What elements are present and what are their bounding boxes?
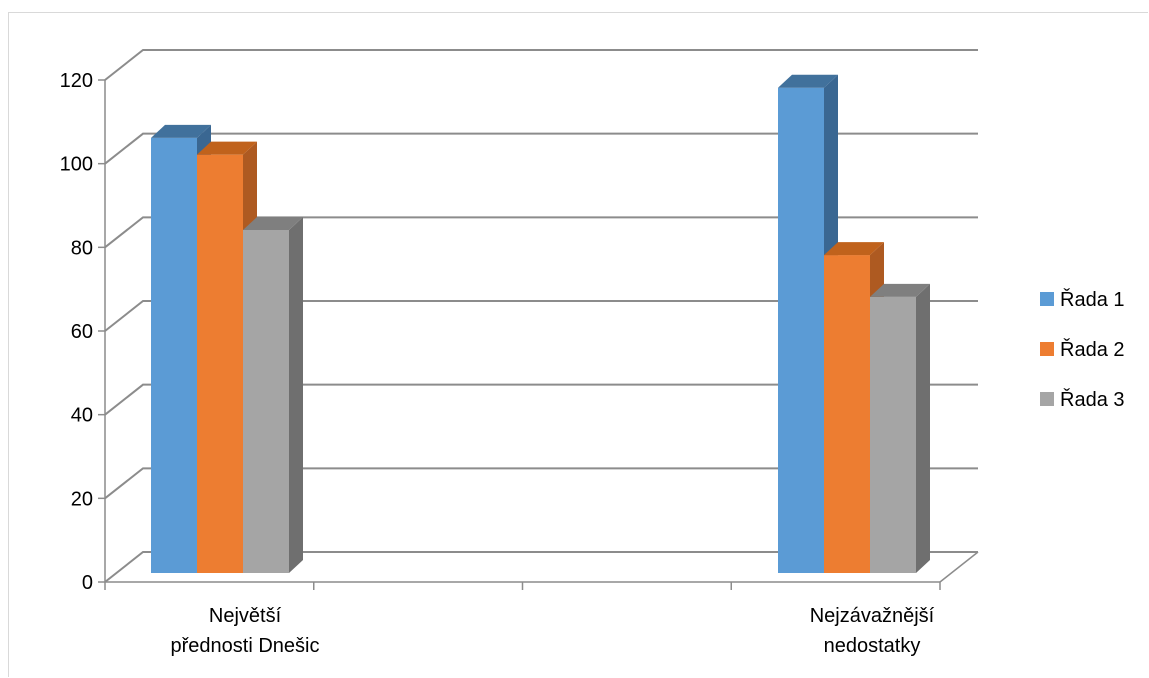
gridline-60 [104,300,978,332]
category-label: Nejzávažnější [810,605,935,627]
legend-swatch [1040,392,1054,406]
bar-top [778,74,838,88]
legend-label: Řada 2 [1060,338,1125,361]
y-tick-label: 80 [71,237,93,259]
bar-front [243,229,289,573]
bar-top [824,242,884,256]
chart-frame [8,12,1148,677]
bar-top [197,141,257,155]
y-tick-label: 0 [82,572,93,594]
gridline-100 [104,132,978,165]
legend-swatch [1040,342,1054,356]
category-label: nedostatky [824,635,921,657]
gridline-0 [104,551,978,583]
y-tick-label: 100 [60,154,93,176]
bar-top [870,283,930,297]
gridlines [104,49,978,583]
bar-top [151,124,211,138]
legend-swatch [1040,292,1054,306]
floor-right-edge [939,551,979,583]
bar-front [778,87,824,573]
gridline-120 [104,49,978,81]
y-tick-label: 120 [60,70,93,92]
bar-front [870,296,916,573]
y-tick-label: 60 [71,321,93,343]
bar-side [289,216,303,573]
category-label: přednosti Dnešic [171,635,320,657]
bar-front [151,137,197,573]
gridline-80 [104,216,978,249]
y-tick-label: 40 [71,405,93,427]
y-tick-label: 20 [71,488,93,510]
labels: 0 20 40 60 80 100 120 Největší přednosti Dnešic N… [60,70,935,657]
legend-label: Řada 3 [1060,388,1125,411]
bar-front [824,255,870,574]
bars [151,74,930,574]
bar-top [243,216,303,230]
category-label: Největší [209,605,282,627]
bar-side [916,283,930,573]
legend-label: Řada 1 [1060,288,1125,311]
gridline-40 [104,383,978,416]
axes [98,79,979,590]
legend: Řada 1 Řada 2 Řada 3 [1040,288,1125,411]
bar-front [197,154,243,573]
gridline-20 [104,467,978,500]
